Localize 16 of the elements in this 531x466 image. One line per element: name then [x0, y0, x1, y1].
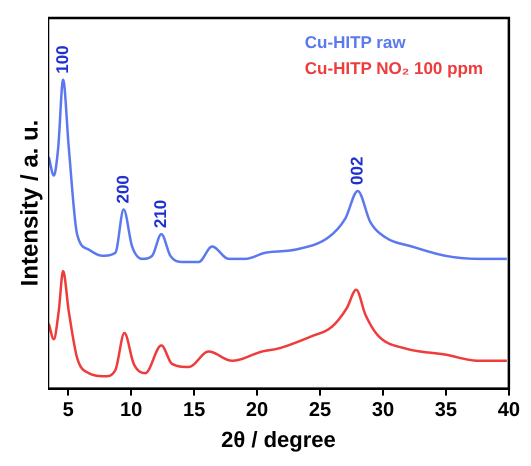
text: Cu-HITP NO₂ 100 ppm — [304, 58, 483, 80]
annotation: 002 — [347, 156, 366, 185]
annotation: 100 — [52, 45, 72, 74]
x-tick-label: 40 — [498, 399, 520, 422]
x-tick-label: 5 — [62, 399, 74, 422]
x-tick-label: 20 — [246, 399, 268, 422]
annotation: 200 — [113, 175, 132, 204]
x-tick-label: 35 — [434, 399, 458, 422]
y-axis-title: Intensity / a. u. — [16, 120, 44, 286]
x-tick-label: 15 — [182, 399, 206, 422]
x-axis-title: 2θ / degree — [221, 426, 336, 452]
x-tick-label: 10 — [120, 399, 142, 422]
x-tick-label: 30 — [372, 399, 394, 422]
text: Cu-HITP raw — [304, 32, 407, 54]
annotation: 210 — [151, 200, 170, 228]
x-tick-label: 25 — [308, 399, 332, 422]
